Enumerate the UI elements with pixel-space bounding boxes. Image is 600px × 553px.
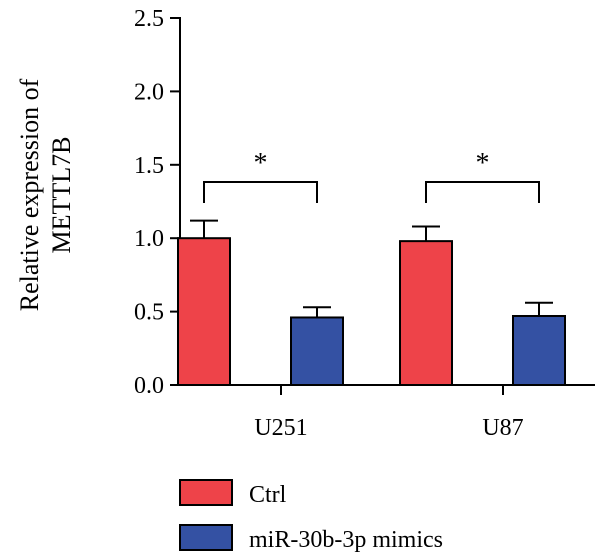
bar <box>290 316 344 386</box>
y-axis-label-line: METTL7B <box>47 137 76 254</box>
significance-label: * <box>476 148 490 179</box>
bar <box>512 315 566 386</box>
bars <box>177 219 566 386</box>
x-tick-label: U87 <box>482 415 523 441</box>
y-tick-label: 0.0 <box>134 373 164 399</box>
y-tick-label: 2.5 <box>134 6 164 32</box>
significance-label: * <box>254 148 268 179</box>
legend-label: Ctrl <box>249 482 287 508</box>
legend-swatch <box>179 524 233 551</box>
y-tick-label: 1.0 <box>134 226 164 252</box>
x-axis: U251 U87 <box>179 384 595 441</box>
significance-bracket <box>203 181 318 203</box>
legend-label: miR-30b-3p mimics <box>249 527 443 553</box>
x-tick-label: U251 <box>254 415 307 441</box>
legend: Ctrl miR-30b-3p mimics <box>179 479 443 553</box>
significance-bracket <box>425 181 540 203</box>
significance-markers: * * <box>203 148 540 203</box>
y-tick-label: 1.5 <box>134 153 164 179</box>
y-axis-label-line: Relative expression of <box>15 78 44 311</box>
y-tick-label: 2.0 <box>134 79 164 105</box>
y-axis-label: Relative expression of METTL7B <box>15 78 76 311</box>
y-axis: 0.0 0.5 1.0 1.5 2.0 2.5 <box>134 6 181 399</box>
bar <box>177 237 231 386</box>
legend-swatch <box>179 479 233 506</box>
bar <box>399 240 453 386</box>
y-tick-label: 0.5 <box>134 300 164 326</box>
